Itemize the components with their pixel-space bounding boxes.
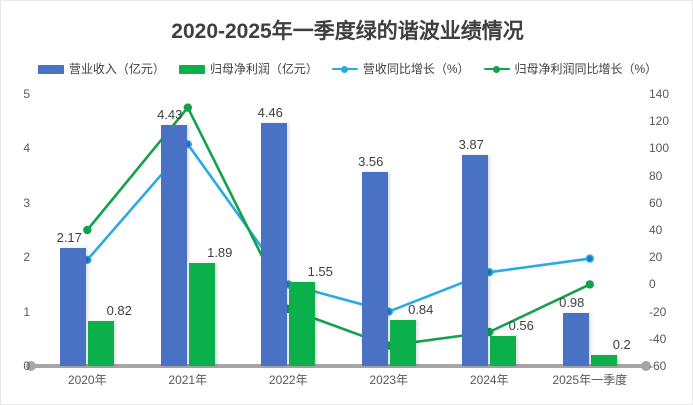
bar-revenue[interactable] — [562, 312, 589, 366]
y-axis-left-tick: 2 — [23, 250, 30, 265]
y-axis-right-tick: -60 — [649, 359, 667, 373]
bar-value-label: 3.87 — [458, 137, 484, 153]
y-axis-right-tick: 20 — [649, 250, 663, 265]
bar-value-label: 0.2 — [612, 337, 631, 353]
y-axis-left-tick: 4 — [23, 141, 30, 156]
legend-item-label: 归母净利润同比增长（%） — [514, 62, 658, 76]
x-axis-category-label: 2023年 — [369, 373, 409, 387]
legend-item-label: 营业收入（亿元） — [68, 62, 165, 76]
bar-revenue[interactable] — [60, 247, 87, 366]
bar-value-label: 0.98 — [559, 294, 585, 310]
y-axis-left-tick: 1 — [23, 304, 30, 319]
x-axis-labels: 2020年 2021年 2022年 2023年 2024年 2025年一季度 — [37, 371, 640, 391]
bar-value-label: 0.56 — [508, 317, 534, 333]
y-axis-right-tick: 100 — [649, 141, 670, 156]
line-data-point[interactable] — [585, 254, 594, 263]
bar-profit[interactable] — [389, 320, 416, 366]
y-axis-left-tick: 5 — [23, 87, 30, 101]
bar-value-label: 2.17 — [56, 229, 82, 245]
bar-revenue[interactable] — [160, 125, 187, 366]
bar-revenue[interactable] — [261, 123, 288, 366]
y-axis-right-tick: 120 — [649, 114, 670, 129]
bar-profit[interactable] — [188, 263, 215, 366]
y-axis-right-tick: 80 — [649, 168, 663, 183]
x-axis-category-label: 2024年 — [469, 373, 509, 387]
chart-title: 2020-2025年一季度绿的谐波业绩情况 — [171, 20, 524, 43]
axis-cap-right-icon — [641, 361, 651, 371]
bar-profit[interactable] — [88, 321, 115, 366]
y-axis-right-tick: 140 — [649, 87, 670, 101]
chart-legend: 营业收入（亿元） 归母净利润（亿元） 营收同比增长（%） 归母净利润同比增长（%） — [1, 62, 692, 76]
bar-profit[interactable] — [289, 281, 316, 366]
line-data-point[interactable] — [585, 280, 594, 289]
bar-swatch-blue-icon — [37, 64, 64, 74]
bar-value-label: 0.84 — [408, 302, 434, 318]
bar-value-label: 4.46 — [257, 105, 283, 121]
legend-item[interactable]: 归母净利润同比增长（%） — [483, 62, 658, 76]
x-axis-category-label: 2025年一季度 — [552, 373, 628, 387]
legend-item-label: 营收同比增长（%） — [362, 62, 470, 76]
bar-swatch-green-icon — [178, 64, 205, 74]
legend-item[interactable]: 营收同比增长（%） — [331, 62, 470, 76]
line-swatch-green-icon — [483, 65, 510, 74]
y-axis-right-tick: -40 — [649, 331, 667, 346]
bar-profit[interactable] — [490, 335, 517, 366]
x-axis-category-label: 2022年 — [268, 373, 308, 387]
legend-item[interactable]: 归母净利润（亿元） — [178, 62, 318, 76]
y-axis-right-tick: 40 — [649, 223, 663, 237]
x-axis-category-label: 2021年 — [168, 373, 208, 387]
line-swatch-cyan-icon — [331, 65, 358, 74]
x-axis-category-label: 2020年 — [67, 373, 107, 387]
line-series-overlay — [83, 103, 594, 350]
line-data-point[interactable] — [83, 225, 92, 235]
x-axis-line — [29, 364, 648, 368]
bar-value-label: 1.89 — [207, 245, 233, 261]
line-data-point[interactable] — [183, 103, 193, 112]
y-axis-right-tick: 60 — [649, 195, 663, 210]
axis-cap-left-icon — [26, 361, 36, 371]
y-axis-left-tick: 3 — [23, 195, 30, 210]
legend-item[interactable]: 营业收入（亿元） — [37, 62, 165, 76]
y-axis-right-tick: 0 — [649, 277, 656, 292]
bar-revenue[interactable] — [462, 155, 489, 366]
bar-profit[interactable] — [590, 355, 617, 366]
plot-area: 0 1 2 3 4 5 -60 -40 -20 0 20 40 60 80 100 120 140 2.17 4.4… — [23, 87, 669, 373]
bar-value-label: 4.43 — [157, 107, 183, 122]
bar-value-label: 0.82 — [106, 303, 132, 319]
legend-item-label: 归母净利润（亿元） — [209, 62, 318, 76]
bar-value-label: 1.55 — [307, 263, 333, 279]
y-axis-right-tick: -20 — [649, 304, 667, 319]
bar-value-label: 3.56 — [358, 154, 384, 170]
y-axis-left-tick: 0 — [23, 359, 30, 373]
bar-revenue[interactable] — [361, 172, 388, 366]
